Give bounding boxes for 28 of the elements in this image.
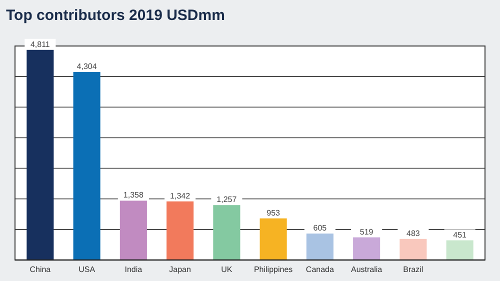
bar xyxy=(446,240,474,260)
bar xyxy=(400,238,427,260)
data-label: 605 xyxy=(313,224,328,233)
x-tick-label: USA xyxy=(78,265,96,274)
data-label: 1,358 xyxy=(123,190,144,200)
bar xyxy=(306,234,334,260)
x-tick-label: Australia xyxy=(351,265,383,274)
bar xyxy=(166,201,194,260)
data-label: 4,304 xyxy=(76,62,98,72)
bar xyxy=(120,200,147,260)
x-tick-label: Brazil xyxy=(403,265,424,274)
data-label: 1,342 xyxy=(170,191,191,200)
bar xyxy=(213,205,240,260)
x-tick-label: Canada xyxy=(306,265,334,274)
data-label: 1,257 xyxy=(216,195,238,204)
x-tick-label: Japan xyxy=(169,265,191,274)
data-label: 4,811 xyxy=(30,40,50,49)
x-tick-label: Philippines xyxy=(254,265,293,274)
bar xyxy=(26,50,54,260)
x-tick-label: UK xyxy=(221,265,233,274)
x-tick-label: India xyxy=(124,265,143,274)
data-label: 451 xyxy=(453,230,468,240)
data-label: 519 xyxy=(360,227,374,236)
chart-title: Top contributors 2019 USDmm xyxy=(6,7,225,24)
data-label: 483 xyxy=(406,228,420,238)
bar xyxy=(353,237,380,260)
x-tick-label: China xyxy=(30,265,52,274)
data-label: 953 xyxy=(266,208,281,218)
